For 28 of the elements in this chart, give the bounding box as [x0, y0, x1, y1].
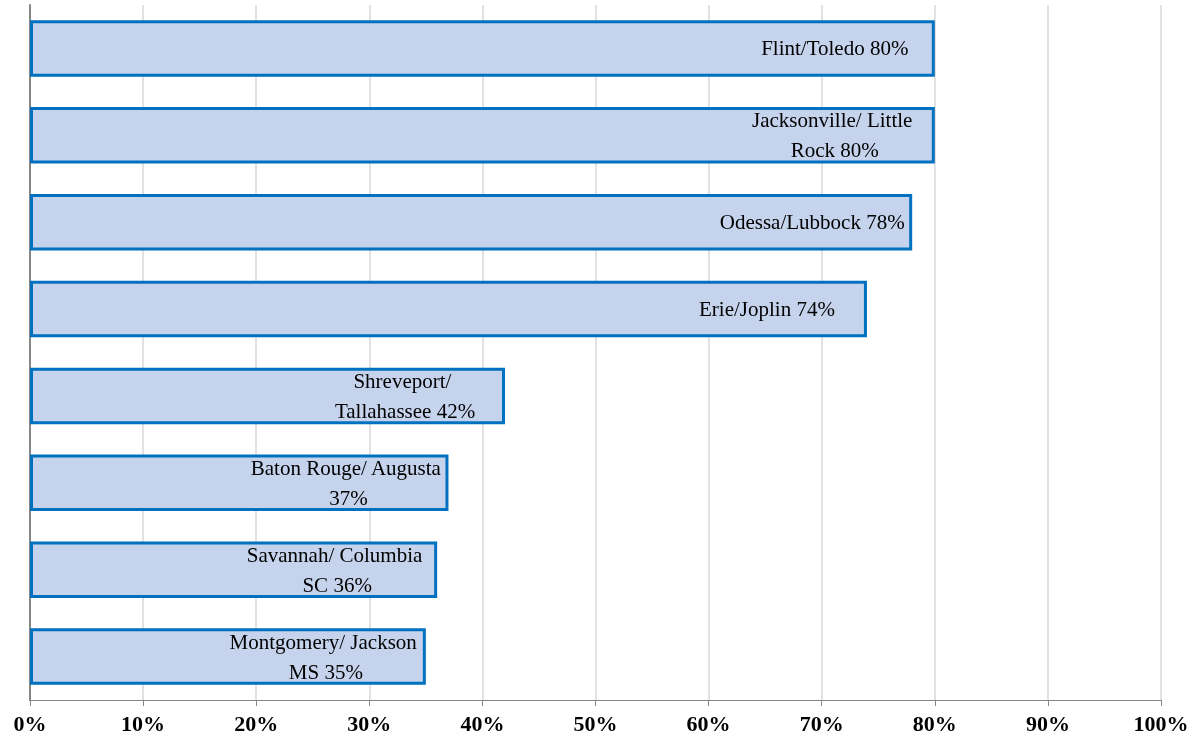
data-label: 37% [329, 485, 368, 510]
bar [30, 280, 867, 338]
category-label: Savannah/ Columbia SC 36% [246, 542, 423, 597]
category-label: Jacksonville/ Little Rock 80% [751, 108, 913, 163]
x-tick-label: 90% [1025, 710, 1070, 736]
category-label: Odessa/Lubbock 78% [719, 210, 905, 235]
x-tick-label: 80% [912, 710, 957, 736]
bar [30, 367, 506, 425]
x-tick-label: 10% [121, 710, 166, 736]
x-tick-label: 100% [1133, 710, 1189, 736]
bar [30, 20, 935, 77]
bar [30, 193, 913, 251]
category-label: Shreveport/ Tallahassee 42% [334, 368, 476, 423]
bar [30, 541, 438, 598]
category-label: Montgomery/ Jackson MS 35% [229, 629, 417, 684]
category-label: Flint/Toledo 80% [761, 36, 909, 61]
x-tick-label: 20% [234, 710, 279, 736]
x-tick-label: 50% [573, 710, 618, 736]
x-tick-label: 40% [460, 710, 505, 736]
x-tick-label: 0% [13, 710, 47, 736]
y-tick-label: Baton Rouge/ Augusta [250, 455, 447, 480]
x-tick-label: 70% [799, 710, 844, 736]
bar [30, 628, 426, 685]
category-label: Erie/Joplin 74% [698, 297, 835, 322]
bar [30, 454, 449, 512]
x-tick-label: 30% [347, 710, 392, 736]
bar [30, 107, 935, 164]
x-tick-label: 60% [686, 710, 731, 736]
